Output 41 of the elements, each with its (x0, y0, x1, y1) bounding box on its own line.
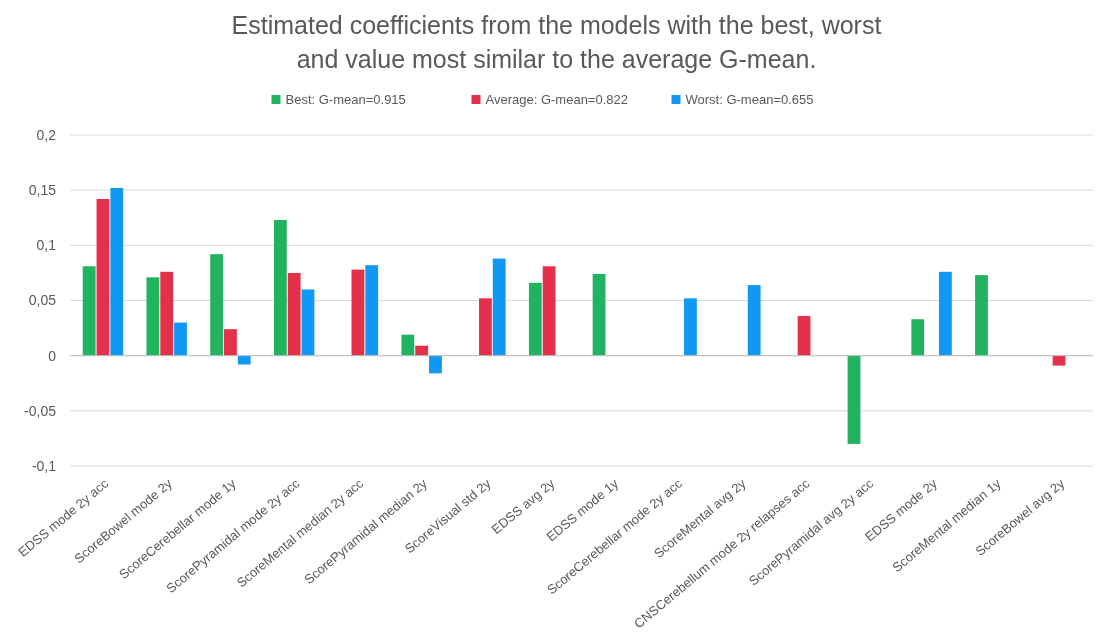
y-tick-label: -0,05 (24, 402, 57, 419)
bar (160, 271, 174, 356)
legend-label: Best: G-mean=0.915 (285, 92, 406, 107)
bar (684, 298, 697, 356)
bar (911, 319, 925, 356)
bar (492, 258, 506, 356)
y-tick-label: 0,1 (36, 237, 57, 254)
bar (96, 198, 110, 356)
y-tick-label: 0,05 (28, 292, 57, 309)
bar (110, 187, 124, 356)
bar (975, 275, 988, 356)
bar (528, 282, 542, 356)
bar (146, 277, 160, 356)
bar (273, 219, 287, 356)
y-tick-label: 0 (48, 347, 57, 364)
legend-label: Worst: G-mean=0.655 (685, 92, 814, 107)
bar (401, 334, 415, 356)
bar (938, 271, 952, 356)
bar (415, 345, 429, 356)
bar (82, 266, 96, 356)
bar (592, 274, 606, 356)
chart-title: Estimated coefficients from the models with the best, worst and value most similar to the average G-mean. (231, 11, 882, 73)
y-tick-label: 0,15 (28, 182, 57, 199)
bar (210, 254, 224, 356)
bar (365, 265, 379, 356)
bar (478, 298, 492, 356)
bar (237, 355, 251, 365)
bar (301, 289, 315, 356)
bar (542, 266, 556, 356)
y-tick-label: -0,1 (31, 457, 57, 474)
bar (747, 285, 761, 356)
bar (287, 272, 301, 356)
bar (351, 269, 365, 356)
bar (224, 329, 237, 356)
bar (429, 355, 442, 374)
bar (174, 322, 187, 356)
bar (1052, 355, 1066, 366)
bar (847, 355, 861, 444)
bar (797, 315, 811, 356)
legend-label: Average: G-mean=0.822 (485, 92, 628, 107)
y-tick-label: 0,2 (36, 126, 57, 143)
